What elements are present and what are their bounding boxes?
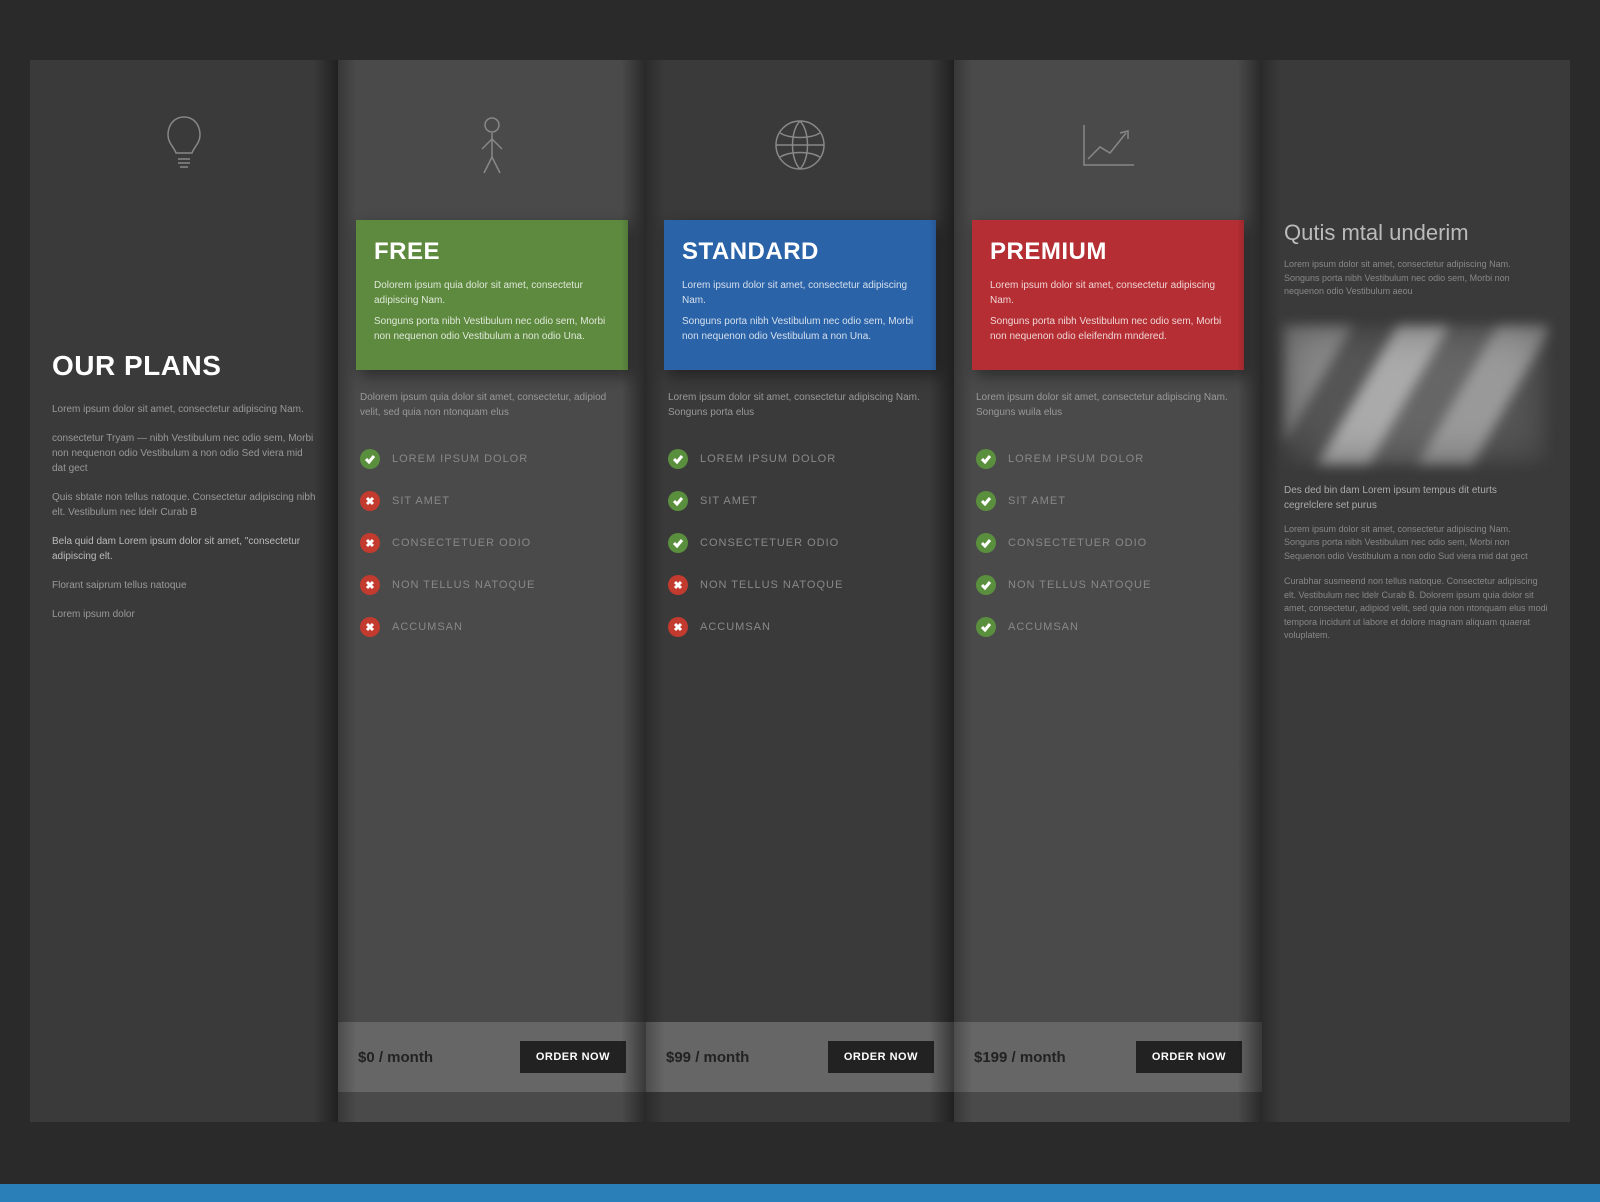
plan-subtext: Lorem ipsum dolor sit amet, consectetur … [976, 390, 1240, 420]
feature-row: ACCUMSAN [360, 606, 624, 648]
plan-subtext: Lorem ipsum dolor sit amet, consectetur … [668, 390, 932, 420]
feature-row: NON TELLUS NATOQUE [360, 564, 624, 606]
feature-row: LOREM IPSUM DOLOR [976, 438, 1240, 480]
check-icon [360, 449, 380, 469]
feature-label: SIT AMET [1008, 495, 1066, 507]
intro-column: OUR PLANS Lorem ipsum dolor sit amet, co… [30, 60, 338, 1122]
feature-label: CONSECTETUER ODIO [700, 537, 839, 549]
bottom-accent-bar [0, 1184, 1600, 1202]
plan-column-premium: PREMIUM Lorem ipsum dolor sit amet, conse… [954, 60, 1262, 1122]
order-now-button[interactable]: ORDER NOW [520, 1041, 626, 1073]
cross-icon [360, 491, 380, 511]
feature-label: LOREM IPSUM DOLOR [1008, 453, 1144, 465]
feature-row: SIT AMET [668, 480, 932, 522]
plan-name: PREMIUM [990, 238, 1226, 266]
lightbulb-icon [52, 90, 316, 200]
feature-label: LOREM IPSUM DOLOR [700, 453, 836, 465]
check-icon [668, 449, 688, 469]
price-bar: $0 / month ORDER NOW [338, 1022, 646, 1092]
feature-label: LOREM IPSUM DOLOR [392, 453, 528, 465]
check-icon [668, 491, 688, 511]
feature-label: CONSECTETUER ODIO [392, 537, 531, 549]
plan-blurb: Lorem ipsum dolor sit amet, consectetur … [682, 278, 918, 308]
feature-label: SIT AMET [700, 495, 758, 507]
check-icon [976, 617, 996, 637]
feature-row: ACCUMSAN [976, 606, 1240, 648]
plan-blurb: Dolorem ipsum quia dolor sit amet, conse… [374, 278, 610, 308]
plan-blurb: Songuns porta nibh Vestibulum nec odio s… [374, 314, 610, 344]
pricing-canvas: OUR PLANS Lorem ipsum dolor sit amet, co… [0, 0, 1600, 1202]
feature-list: LOREM IPSUM DOLOR SIT AMET CONSECTETUER OD… [976, 438, 1240, 648]
intro-para: Quis sbtate non tellus natoque. Consecte… [52, 490, 316, 520]
order-now-button[interactable]: ORDER NOW [1136, 1041, 1242, 1073]
plan-column-standard: STANDARD Lorem ipsum dolor sit amet, cons… [646, 60, 954, 1122]
plan-blurb: Songuns porta nibh Vestibulum nec odio s… [990, 314, 1226, 344]
price-bar: $199 / month ORDER NOW [954, 1022, 1262, 1092]
intro-para: Bela quid dam Lorem ipsum dolor sit amet… [52, 534, 316, 564]
plan-blurb: Lorem ipsum dolor sit amet, consectetur … [990, 278, 1226, 308]
price-text: $0 / month [358, 1049, 433, 1066]
aside-para: Curabhar susmeend non tellus natoque. Co… [1284, 575, 1548, 643]
aside-column: Qutis mtal underim Lorem ipsum dolor sit… [1262, 60, 1570, 1122]
feature-row: LOREM IPSUM DOLOR [360, 438, 624, 480]
check-icon [976, 491, 996, 511]
cross-icon [668, 617, 688, 637]
plan-column-free: FREE Dolorem ipsum quia dolor sit amet, c… [338, 60, 646, 1122]
feature-row: LOREM IPSUM DOLOR [668, 438, 932, 480]
feature-row: SIT AMET [360, 480, 624, 522]
plan-name: FREE [374, 238, 610, 266]
feature-row: CONSECTETUER ODIO [360, 522, 624, 564]
feature-row: NON TELLUS NATOQUE [668, 564, 932, 606]
person-icon [360, 90, 624, 200]
intro-para: consectetur Tryam — nibh Vestibulum nec … [52, 431, 316, 476]
plan-header-standard: STANDARD Lorem ipsum dolor sit amet, cons… [664, 220, 936, 370]
feature-label: ACCUMSAN [392, 621, 463, 633]
feature-label: NON TELLUS NATOQUE [392, 579, 535, 591]
cross-icon [360, 533, 380, 553]
feature-label: ACCUMSAN [700, 621, 771, 633]
cross-icon [360, 617, 380, 637]
plan-header-free: FREE Dolorem ipsum quia dolor sit amet, c… [356, 220, 628, 370]
cross-icon [668, 575, 688, 595]
globe-icon [668, 90, 932, 200]
plan-blurb: Songuns porta nibh Vestibulum nec odio s… [682, 314, 918, 344]
check-icon [976, 533, 996, 553]
check-icon [976, 575, 996, 595]
feature-row: SIT AMET [976, 480, 1240, 522]
cross-icon [360, 575, 380, 595]
feature-list: LOREM IPSUM DOLOR SIT AMET CONSECTETUER OD… [360, 438, 624, 648]
price-bar: $99 / month ORDER NOW [646, 1022, 954, 1092]
feature-row: NON TELLUS NATOQUE [976, 564, 1240, 606]
intro-para: Lorem ipsum dolor sit amet, consectetur … [52, 402, 316, 417]
intro-title: OUR PLANS [52, 350, 316, 382]
feature-row: CONSECTETUER ODIO [668, 522, 932, 564]
intro-para: Lorem ipsum dolor [52, 607, 316, 622]
chart-icon [976, 90, 1240, 200]
order-now-button[interactable]: ORDER NOW [828, 1041, 934, 1073]
aside-title: Qutis mtal underim [1284, 220, 1548, 246]
feature-label: SIT AMET [392, 495, 450, 507]
aside-para: Lorem ipsum dolor sit amet, consectetur … [1284, 523, 1548, 564]
feature-row: CONSECTETUER ODIO [976, 522, 1240, 564]
plan-header-premium: PREMIUM Lorem ipsum dolor sit amet, conse… [972, 220, 1244, 370]
check-icon [976, 449, 996, 469]
check-icon [668, 533, 688, 553]
plan-subtext: Dolorem ipsum quia dolor sit amet, conse… [360, 390, 624, 420]
feature-label: ACCUMSAN [1008, 621, 1079, 633]
price-text: $199 / month [974, 1049, 1066, 1066]
aside-para: Lorem ipsum dolor sit amet, consectetur … [1284, 258, 1548, 299]
intro-para: Florant saiprum tellus natoque [52, 578, 316, 593]
feature-list: LOREM IPSUM DOLOR SIT AMET CONSECTETUER OD… [668, 438, 932, 648]
feature-label: CONSECTETUER ODIO [1008, 537, 1147, 549]
feature-row: ACCUMSAN [668, 606, 932, 648]
price-text: $99 / month [666, 1049, 749, 1066]
plan-name: STANDARD [682, 238, 918, 266]
aside-image-placeholder [1284, 325, 1548, 465]
aside-bold-line: Des ded bin dam Lorem ipsum tempus dit e… [1284, 483, 1548, 513]
feature-label: NON TELLUS NATOQUE [1008, 579, 1151, 591]
feature-label: NON TELLUS NATOQUE [700, 579, 843, 591]
